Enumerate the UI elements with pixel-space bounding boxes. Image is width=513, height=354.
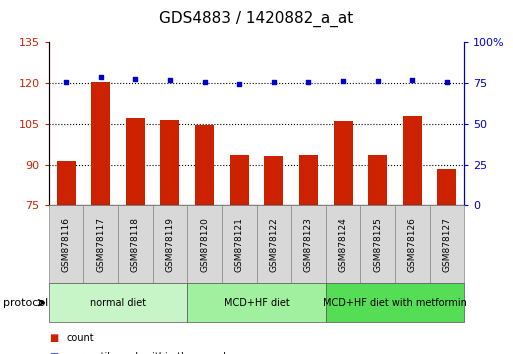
Bar bbox=[429, 205, 464, 283]
Point bbox=[304, 80, 312, 85]
Text: percentile rank within the sample: percentile rank within the sample bbox=[67, 352, 232, 354]
Bar bbox=[153, 205, 187, 283]
Text: count: count bbox=[67, 333, 94, 343]
Bar bbox=[326, 283, 464, 322]
Bar bbox=[91, 82, 110, 205]
Bar bbox=[161, 120, 180, 205]
Point bbox=[443, 79, 451, 84]
Bar bbox=[56, 161, 75, 205]
Point bbox=[166, 77, 174, 83]
Text: GSM878122: GSM878122 bbox=[269, 217, 279, 272]
Bar bbox=[187, 205, 222, 283]
Text: protocol: protocol bbox=[3, 298, 48, 308]
Bar bbox=[83, 205, 118, 283]
Text: GSM878125: GSM878125 bbox=[373, 217, 382, 272]
Text: GDS4883 / 1420882_a_at: GDS4883 / 1420882_a_at bbox=[160, 11, 353, 27]
Bar bbox=[326, 205, 360, 283]
Bar bbox=[49, 205, 83, 283]
Point bbox=[235, 81, 243, 87]
Text: GSM878117: GSM878117 bbox=[96, 217, 105, 272]
Text: ■: ■ bbox=[49, 352, 58, 354]
Bar bbox=[187, 283, 326, 322]
Point bbox=[62, 79, 70, 84]
Bar bbox=[291, 205, 326, 283]
Point bbox=[201, 80, 209, 85]
Text: MCD+HF diet: MCD+HF diet bbox=[224, 298, 289, 308]
Bar bbox=[395, 205, 429, 283]
Bar bbox=[368, 155, 387, 205]
Text: GSM878127: GSM878127 bbox=[442, 217, 451, 272]
Point bbox=[270, 80, 278, 85]
Text: GSM878119: GSM878119 bbox=[165, 217, 174, 272]
Point bbox=[408, 77, 417, 83]
Bar bbox=[230, 155, 249, 205]
Text: GSM878118: GSM878118 bbox=[131, 217, 140, 272]
Bar bbox=[299, 155, 318, 205]
Bar bbox=[118, 205, 153, 283]
Text: GSM878124: GSM878124 bbox=[339, 217, 348, 272]
Text: GSM878123: GSM878123 bbox=[304, 217, 313, 272]
Bar bbox=[333, 121, 352, 205]
Bar bbox=[403, 116, 422, 205]
Text: GSM878121: GSM878121 bbox=[234, 217, 244, 272]
Text: GSM878116: GSM878116 bbox=[62, 217, 71, 272]
Bar bbox=[222, 205, 256, 283]
Bar bbox=[195, 125, 214, 205]
Text: GSM878120: GSM878120 bbox=[200, 217, 209, 272]
Bar bbox=[256, 205, 291, 283]
Bar bbox=[264, 156, 283, 205]
Text: GSM878126: GSM878126 bbox=[408, 217, 417, 272]
Point bbox=[339, 78, 347, 84]
Bar bbox=[126, 119, 145, 205]
Text: MCD+HF diet with metformin: MCD+HF diet with metformin bbox=[323, 298, 467, 308]
Bar bbox=[438, 169, 457, 205]
Point bbox=[131, 76, 140, 82]
Point bbox=[373, 78, 382, 84]
Text: normal diet: normal diet bbox=[90, 298, 146, 308]
Point bbox=[96, 74, 105, 80]
Bar bbox=[360, 205, 395, 283]
Bar bbox=[49, 283, 187, 322]
Text: ■: ■ bbox=[49, 333, 58, 343]
